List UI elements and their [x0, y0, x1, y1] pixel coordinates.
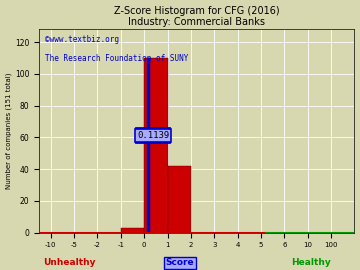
Bar	[148, 58, 150, 232]
Title: Z-Score Histogram for CFG (2016)
Industry: Commercial Banks: Z-Score Histogram for CFG (2016) Industr…	[114, 6, 280, 27]
Bar	[121, 228, 144, 232]
Text: Unhealthy: Unhealthy	[43, 258, 96, 267]
Y-axis label: Number of companies (151 total): Number of companies (151 total)	[5, 73, 12, 189]
Text: 0.1139: 0.1139	[137, 131, 170, 140]
Text: The Research Foundation of SUNY: The Research Foundation of SUNY	[45, 54, 189, 63]
Bar	[167, 166, 191, 232]
Bar	[144, 58, 167, 232]
Text: Score: Score	[166, 258, 194, 267]
Text: Healthy: Healthy	[292, 258, 331, 267]
Text: ©www.textbiz.org: ©www.textbiz.org	[45, 35, 120, 45]
